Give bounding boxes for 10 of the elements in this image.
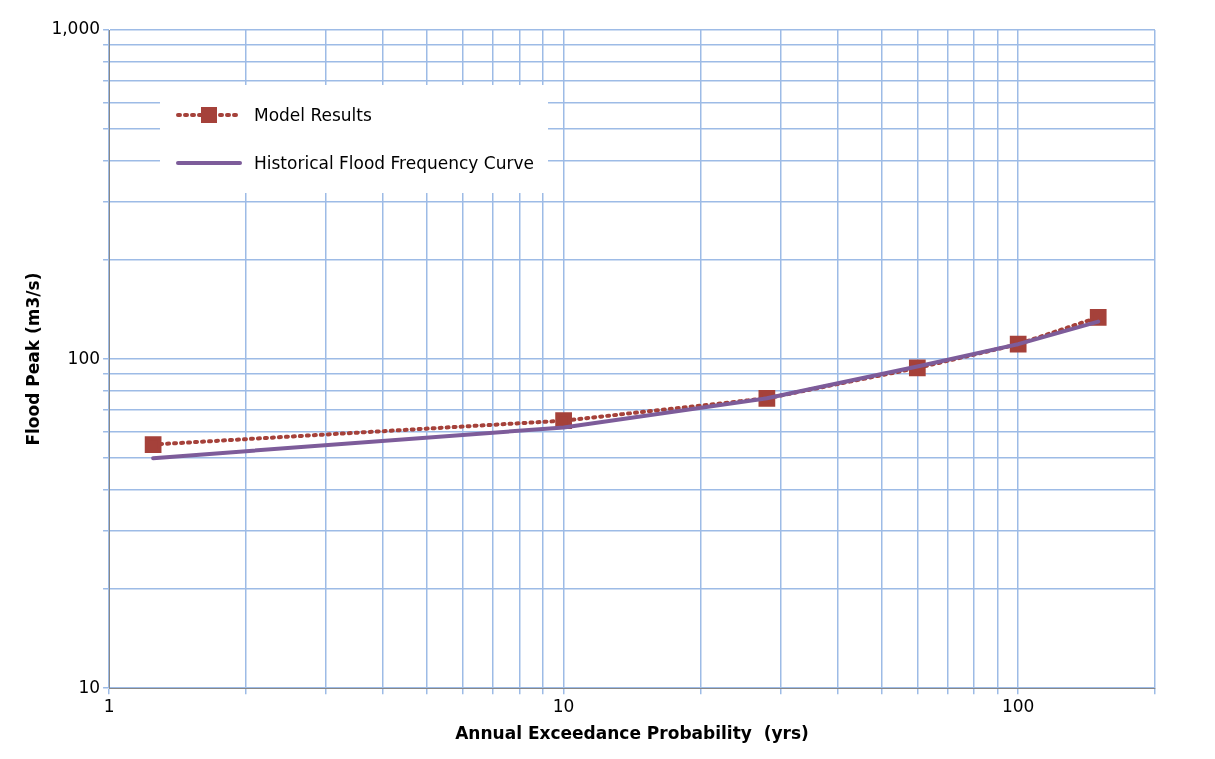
legend-label: Model Results <box>254 105 372 125</box>
x-axis-title: Annual Exceedance Probability (yrs) <box>455 723 809 744</box>
y-tick-label: 1,000 <box>51 18 101 39</box>
x-tick-label: 1 <box>103 695 115 716</box>
y-tick-label: 100 <box>67 347 101 368</box>
legend-label: Historical Flood Frequency Curve <box>254 153 534 173</box>
x-tick-label: 100 <box>1001 695 1035 716</box>
x-tick-label: 10 <box>552 695 575 716</box>
y-tick-label: 10 <box>78 676 101 697</box>
y-axis-title: Flood Peak (m3/s) <box>22 272 43 446</box>
